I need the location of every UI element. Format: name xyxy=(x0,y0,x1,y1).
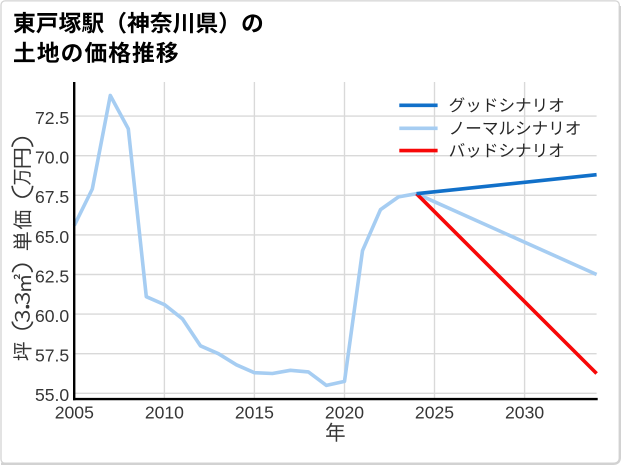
svg-text:65.0: 65.0 xyxy=(35,227,69,247)
svg-text:2005: 2005 xyxy=(55,402,94,422)
svg-text:2010: 2010 xyxy=(145,402,184,422)
svg-text:55.0: 55.0 xyxy=(35,385,69,405)
svg-text:2030: 2030 xyxy=(505,402,544,422)
svg-text:2020: 2020 xyxy=(325,402,364,422)
svg-text:2025: 2025 xyxy=(415,402,454,422)
svg-text:60.0: 60.0 xyxy=(35,306,69,326)
svg-text:2015: 2015 xyxy=(235,402,274,422)
svg-text:72.5: 72.5 xyxy=(35,108,69,128)
svg-text:57.5: 57.5 xyxy=(35,346,69,366)
svg-text:62.5: 62.5 xyxy=(35,266,69,286)
svg-text:67.5: 67.5 xyxy=(35,187,69,207)
svg-text:70.0: 70.0 xyxy=(35,148,69,168)
